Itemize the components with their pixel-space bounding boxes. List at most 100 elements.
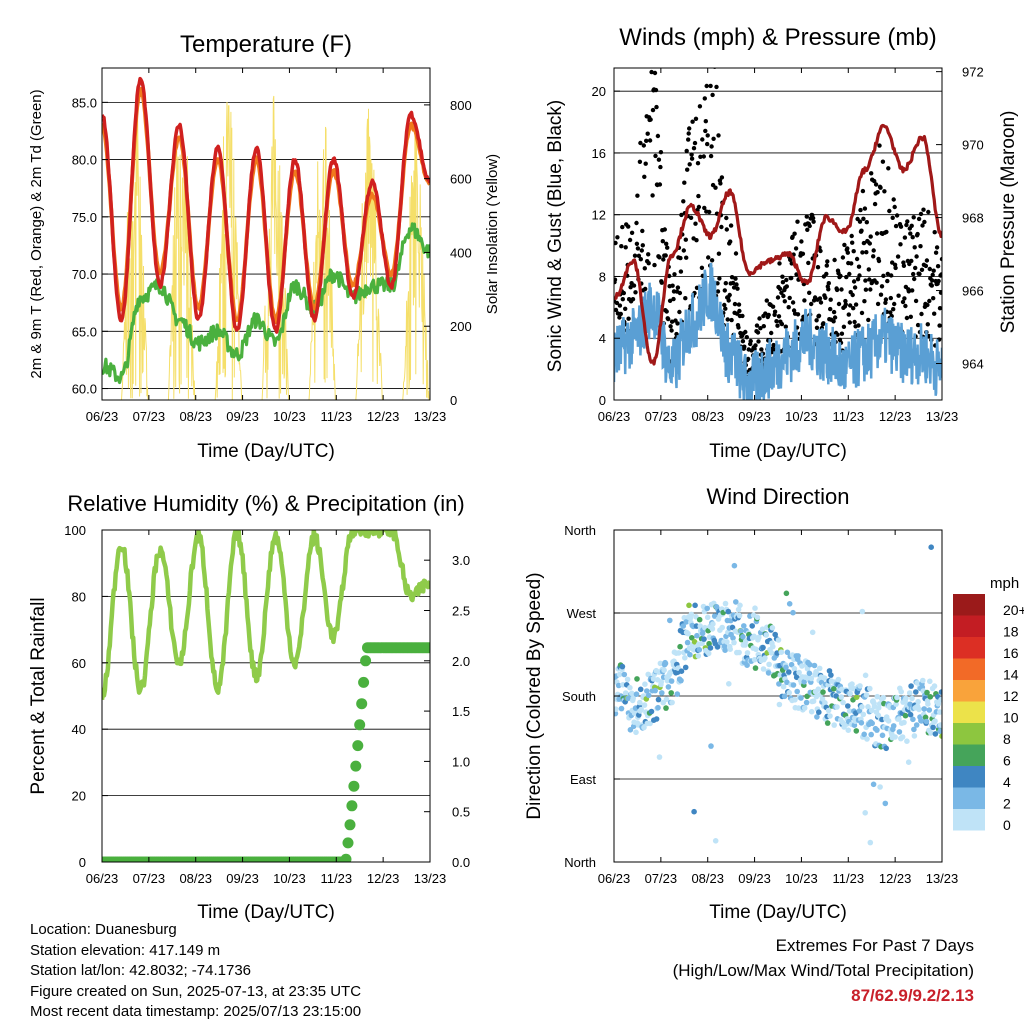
gust-point [866, 317, 871, 323]
gust-point [626, 316, 631, 321]
temperature-title: Temperature (F) [180, 31, 352, 58]
gust-point [663, 253, 668, 258]
gust-point [918, 211, 924, 217]
gust-point [702, 96, 707, 101]
gust-point [862, 299, 867, 304]
gust-point [692, 140, 698, 146]
y2-tick-label: 0 [450, 393, 457, 408]
x-tick-label: 13/23 [926, 871, 959, 886]
gust-point [677, 290, 683, 296]
x-tick-label: 11/23 [320, 409, 352, 424]
gust-point [707, 209, 712, 215]
speed-legend-title: mph [990, 575, 1019, 592]
direction-point [799, 663, 805, 669]
gust-point [859, 228, 864, 233]
gust-point [915, 231, 920, 237]
direction-point [831, 722, 837, 728]
direction-point [682, 664, 689, 671]
direction-point [652, 687, 658, 694]
station-elevation: Station elevation: 417.149 m [30, 941, 221, 959]
gust-point [814, 325, 820, 330]
y2-tick-label: 800 [450, 98, 472, 113]
direction-point [780, 683, 787, 690]
gust-point [662, 227, 667, 232]
gust-point [675, 285, 681, 290]
direction-point [904, 738, 910, 744]
winds-right-ticks: 964 966 968 970 972 [936, 65, 984, 372]
x-tick-label: 08/23 [691, 871, 724, 886]
gust-point [848, 303, 853, 308]
direction-point [749, 623, 755, 629]
gust-point [775, 295, 781, 300]
direction-point [731, 562, 738, 569]
direction-point [627, 684, 633, 691]
gust-point [908, 314, 913, 319]
legend-swatch [953, 594, 985, 616]
gust-point [716, 133, 721, 138]
direction-point [935, 701, 942, 707]
gust-point [864, 220, 869, 225]
direction-point [788, 661, 795, 668]
direction-point [668, 690, 674, 696]
gust-point [840, 255, 846, 260]
direction-point [633, 691, 640, 697]
gust-point [826, 287, 831, 292]
direction-point [680, 623, 687, 629]
direction-point [630, 723, 637, 730]
direction-point [816, 709, 822, 715]
direction-point [870, 781, 877, 788]
direction-point [737, 602, 743, 609]
direction-point [763, 632, 770, 638]
direction-point [861, 731, 867, 738]
y-tick-label: 80 [72, 589, 86, 604]
legend-label: 12 [1003, 688, 1019, 704]
direction-point [847, 690, 853, 697]
gust-point [647, 138, 653, 143]
legend-label: 16 [1003, 645, 1019, 661]
gust-point [682, 180, 687, 185]
gust-point [901, 263, 907, 268]
winds-xlabel: Time (Day/UTC) [709, 441, 847, 462]
direction-point [736, 649, 742, 656]
gust-point [902, 235, 908, 240]
direction-point [722, 647, 728, 653]
direction-point [827, 713, 833, 719]
gust-point [744, 335, 749, 340]
y-tick-label: North [564, 855, 596, 870]
gust-point [633, 290, 638, 295]
gust-point [888, 295, 893, 301]
y-tick-label: 75.0 [72, 210, 97, 225]
direction-point [786, 601, 793, 607]
gust-point [708, 153, 714, 159]
x-tick-label: 08/23 [179, 409, 212, 424]
direction-point [786, 669, 792, 675]
gust-point [810, 215, 816, 221]
gust-point [635, 246, 641, 251]
direction-point [868, 707, 875, 714]
gust-point [919, 311, 924, 317]
gust-point [898, 242, 903, 247]
gust-point [652, 70, 658, 76]
gust-point [910, 288, 915, 293]
gust-point [889, 273, 894, 278]
gust-point [839, 287, 844, 292]
gust-point [724, 215, 729, 221]
direction-point [641, 702, 648, 708]
gust-point [860, 188, 866, 194]
direction-point [711, 613, 718, 619]
gust-point [627, 237, 633, 243]
gust-point [771, 342, 776, 348]
direction-point [901, 719, 907, 726]
gust-point [761, 324, 766, 329]
gust-point [659, 280, 664, 285]
legend-label: 2 [1003, 795, 1011, 811]
direction-point [776, 701, 783, 708]
direction-point [647, 720, 653, 727]
direction-point [911, 726, 917, 733]
direction-point [867, 839, 874, 846]
gust-point [660, 239, 665, 244]
direction-point [883, 745, 889, 752]
gust-point [784, 277, 789, 283]
y-tick-label: 85.0 [72, 95, 97, 110]
gust-point [758, 326, 763, 331]
